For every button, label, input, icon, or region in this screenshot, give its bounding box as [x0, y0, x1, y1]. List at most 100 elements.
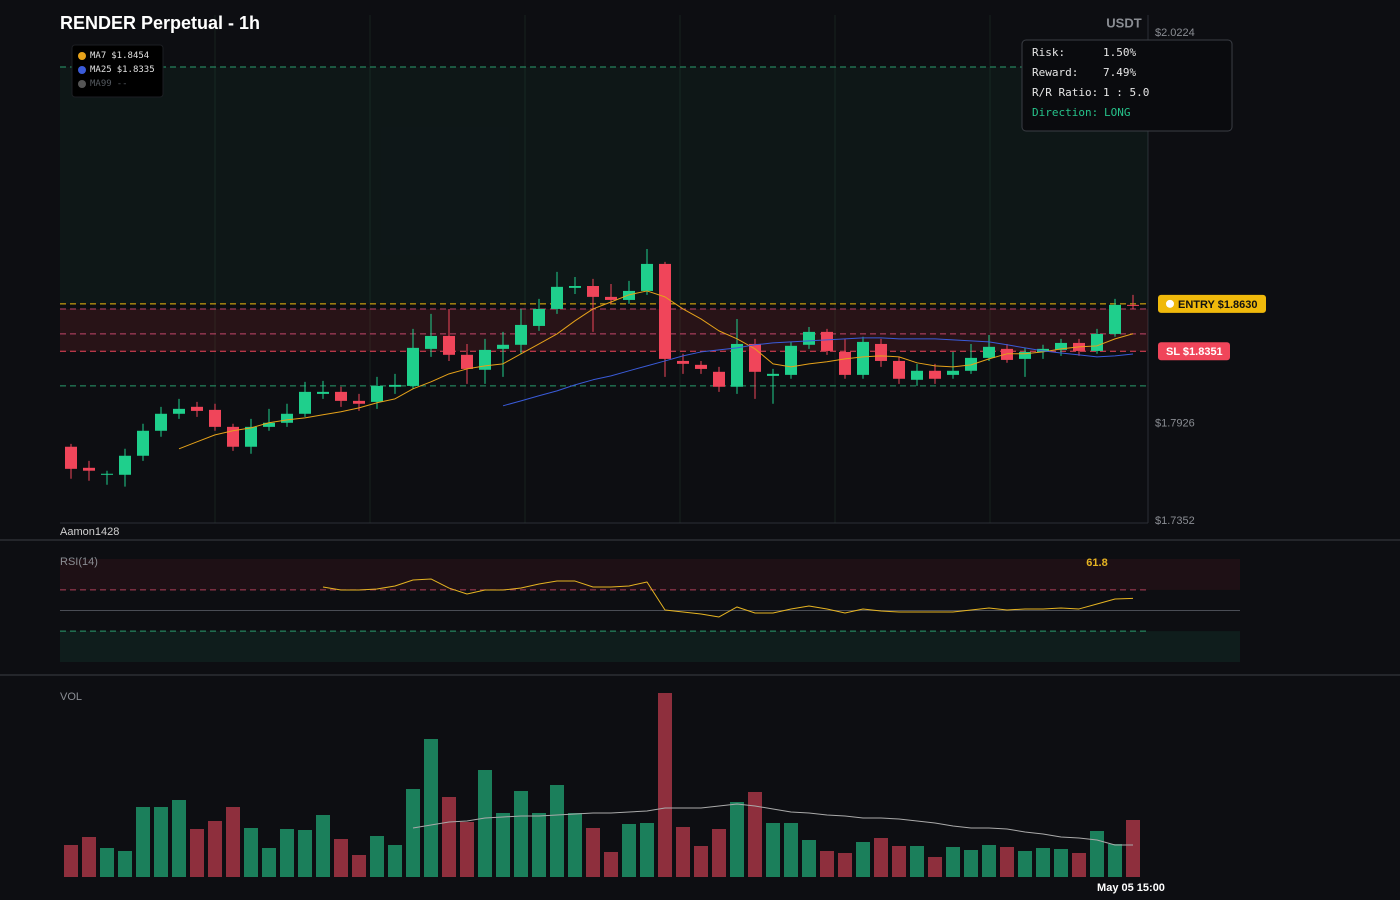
volume-bar	[334, 839, 348, 877]
volume-bar	[568, 813, 582, 877]
candle-body	[857, 341, 869, 375]
volume-bar	[658, 693, 672, 877]
y-tick-label: $1.7352	[1155, 515, 1195, 527]
legend-name: MA99	[90, 79, 112, 89]
volume-bar	[748, 792, 762, 877]
candle-body	[533, 308, 545, 326]
candle-body	[947, 370, 959, 375]
volume-bar	[640, 823, 654, 877]
volume-bar	[784, 823, 798, 877]
candle-body	[1037, 348, 1049, 352]
volume-bar	[1054, 849, 1068, 877]
volume-bar	[1126, 820, 1140, 877]
legend-dot	[78, 52, 86, 60]
legend-entry: MA25 $1.8335	[90, 65, 155, 75]
volume-bar	[82, 837, 96, 877]
candle-body	[335, 391, 347, 401]
reward-zone	[60, 66, 1148, 304]
volume-bar	[676, 827, 690, 877]
volume-bar	[64, 845, 78, 877]
candle-body	[767, 373, 779, 376]
volume-bar	[1000, 847, 1014, 877]
volume-bar	[100, 848, 114, 877]
candle-body	[461, 354, 473, 369]
legend-dot	[78, 80, 86, 88]
volume-bar	[298, 830, 312, 877]
legend-name: MA7	[90, 51, 106, 61]
candle-body	[371, 385, 383, 402]
volume-bar	[712, 829, 726, 877]
legend-box	[71, 44, 164, 98]
ma-line	[178, 290, 1134, 450]
volume-bar	[154, 807, 168, 877]
candle-body	[245, 426, 257, 447]
volume-bar	[622, 824, 636, 877]
stop_loss-label: SL $1.8351	[1166, 346, 1223, 358]
volume-bar	[352, 855, 366, 877]
rsi-oversold-zone	[60, 631, 1240, 662]
risk-zone	[60, 308, 1148, 352]
info-label: Risk:	[1032, 46, 1065, 59]
volume-bar	[1090, 831, 1104, 877]
y-tick-label: $2.0224	[1155, 27, 1195, 39]
candle-body	[317, 391, 329, 394]
volume-bar	[532, 813, 546, 877]
candle-body	[803, 331, 815, 345]
volume-bar	[496, 813, 510, 877]
candle-body	[281, 413, 293, 423]
candle-body	[1109, 304, 1121, 334]
candle-body	[893, 360, 905, 379]
candle-body	[137, 430, 149, 456]
info-value: 7.49%	[1103, 66, 1136, 79]
candle-body	[101, 473, 113, 475]
volume-bar	[226, 807, 240, 877]
candle-body	[821, 331, 833, 351]
volume-bar	[424, 739, 438, 877]
volume-bar	[838, 853, 852, 877]
volume-bar	[316, 815, 330, 877]
candle-body	[983, 346, 995, 358]
info-label: Reward:	[1032, 66, 1078, 79]
panel-title: VOL	[60, 691, 82, 703]
candle-body	[911, 370, 923, 380]
unit-label: USDT	[1106, 15, 1141, 30]
candle-body	[1001, 348, 1013, 360]
volume-bar	[856, 842, 870, 877]
volume-bar	[874, 838, 888, 877]
volume-bar	[766, 823, 780, 877]
entry-badge	[1158, 294, 1266, 313]
rsi-value-label: 61.8	[1086, 557, 1107, 569]
info-label: Direction:	[1032, 106, 1098, 119]
candle-body	[929, 370, 941, 379]
candle-body	[263, 422, 275, 427]
volume-bar	[478, 770, 492, 877]
rsi-overbought-zone	[60, 559, 1240, 590]
volume-bar	[190, 829, 204, 877]
candle-body	[731, 343, 743, 387]
volume-bar	[694, 846, 708, 877]
badge-dot	[1166, 299, 1174, 308]
volume-bar	[730, 802, 744, 877]
volume-bar	[1108, 844, 1122, 877]
volume-bar	[172, 800, 186, 877]
volume-bar	[460, 822, 474, 877]
volume-bar	[280, 829, 294, 877]
watermark: Aamon1428	[60, 526, 119, 538]
grid-v	[214, 15, 991, 523]
candle-body	[443, 335, 455, 355]
candle-body	[497, 344, 509, 349]
candle-body	[839, 351, 851, 375]
candle-body	[173, 408, 185, 414]
rsi-line	[322, 578, 1134, 618]
candle-body	[1127, 304, 1139, 306]
candle-body	[569, 286, 581, 288]
volume-bar	[244, 828, 258, 877]
volume-bar	[964, 850, 978, 877]
volume-bar	[514, 791, 528, 877]
legend-value: $1.8454	[111, 51, 149, 61]
candle-body	[551, 286, 563, 309]
candle-body	[875, 343, 887, 361]
volume-bar	[982, 845, 996, 877]
candle-body	[119, 455, 131, 475]
volume-bar	[946, 847, 960, 877]
